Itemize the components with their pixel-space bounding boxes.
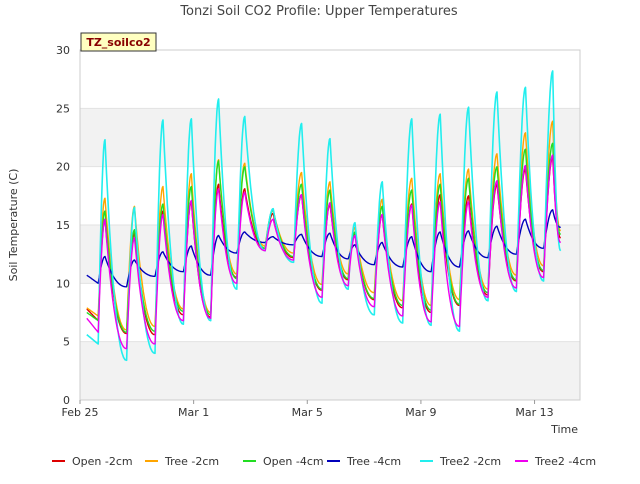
x-axis-ticks: Feb 25 Mar 1 Mar 5 Mar 9 Mar 13 (62, 400, 554, 419)
y-tick-label: 0 (63, 394, 70, 407)
grid-band (80, 108, 580, 167)
x-tick-label: Feb 25 (62, 406, 99, 419)
y-tick-label: 25 (56, 102, 70, 115)
legend-label: Tree2 -2cm (439, 455, 501, 468)
site-label-box: TZ_soilco2 (80, 32, 157, 52)
x-tick-label: Mar 9 (405, 406, 436, 419)
legend-label: Tree -4cm (346, 455, 401, 468)
y-axis-ticks: 0 5 10 15 20 25 30 (56, 44, 70, 407)
x-tick-label: Mar 5 (292, 406, 323, 419)
plot-frame (79, 49, 581, 401)
legend-label: Open -4cm (263, 455, 324, 468)
y-axis-label: Soil Temperature (C) (7, 169, 20, 282)
y-tick-label: 20 (56, 161, 70, 174)
series-line-tree24 (86, 154, 562, 350)
legend-item-tree22: Tree2 -2cm (420, 455, 501, 468)
y-tick-label: 10 (56, 277, 70, 290)
legend-item-tree4: Tree -4cm (327, 455, 401, 468)
legend-item-tree2: Tree -2cm (145, 455, 219, 468)
y-tick-label: 30 (56, 44, 70, 57)
x-axis-label: Time (550, 423, 578, 436)
legend-item-tree24: Tree2 -4cm (515, 455, 596, 468)
legend-label: Tree -2cm (164, 455, 219, 468)
grid-band (80, 341, 580, 400)
y-tick-label: 5 (63, 336, 70, 349)
series-layer (86, 70, 562, 362)
site-label-text: TZ_soilco2 (86, 36, 150, 49)
y-tick-label: 15 (56, 219, 70, 232)
chart-title: Tonzi Soil CO2 Profile: Upper Temperatur… (179, 4, 458, 19)
site-label-background (80, 32, 157, 52)
legend-label: Tree2 -4cm (534, 455, 596, 468)
legend-label: Open -2cm (72, 455, 133, 468)
legend: Open -2cm Tree -2cm Open -4cm Tree -4cm Tree… (52, 455, 596, 468)
series-line-tree22 (86, 70, 562, 362)
x-tick-label: Mar 13 (515, 406, 553, 419)
legend-item-open2: Open -2cm (52, 455, 133, 468)
legend-item-open4: Open -4cm (243, 455, 324, 468)
x-tick-label: Mar 1 (178, 406, 209, 419)
